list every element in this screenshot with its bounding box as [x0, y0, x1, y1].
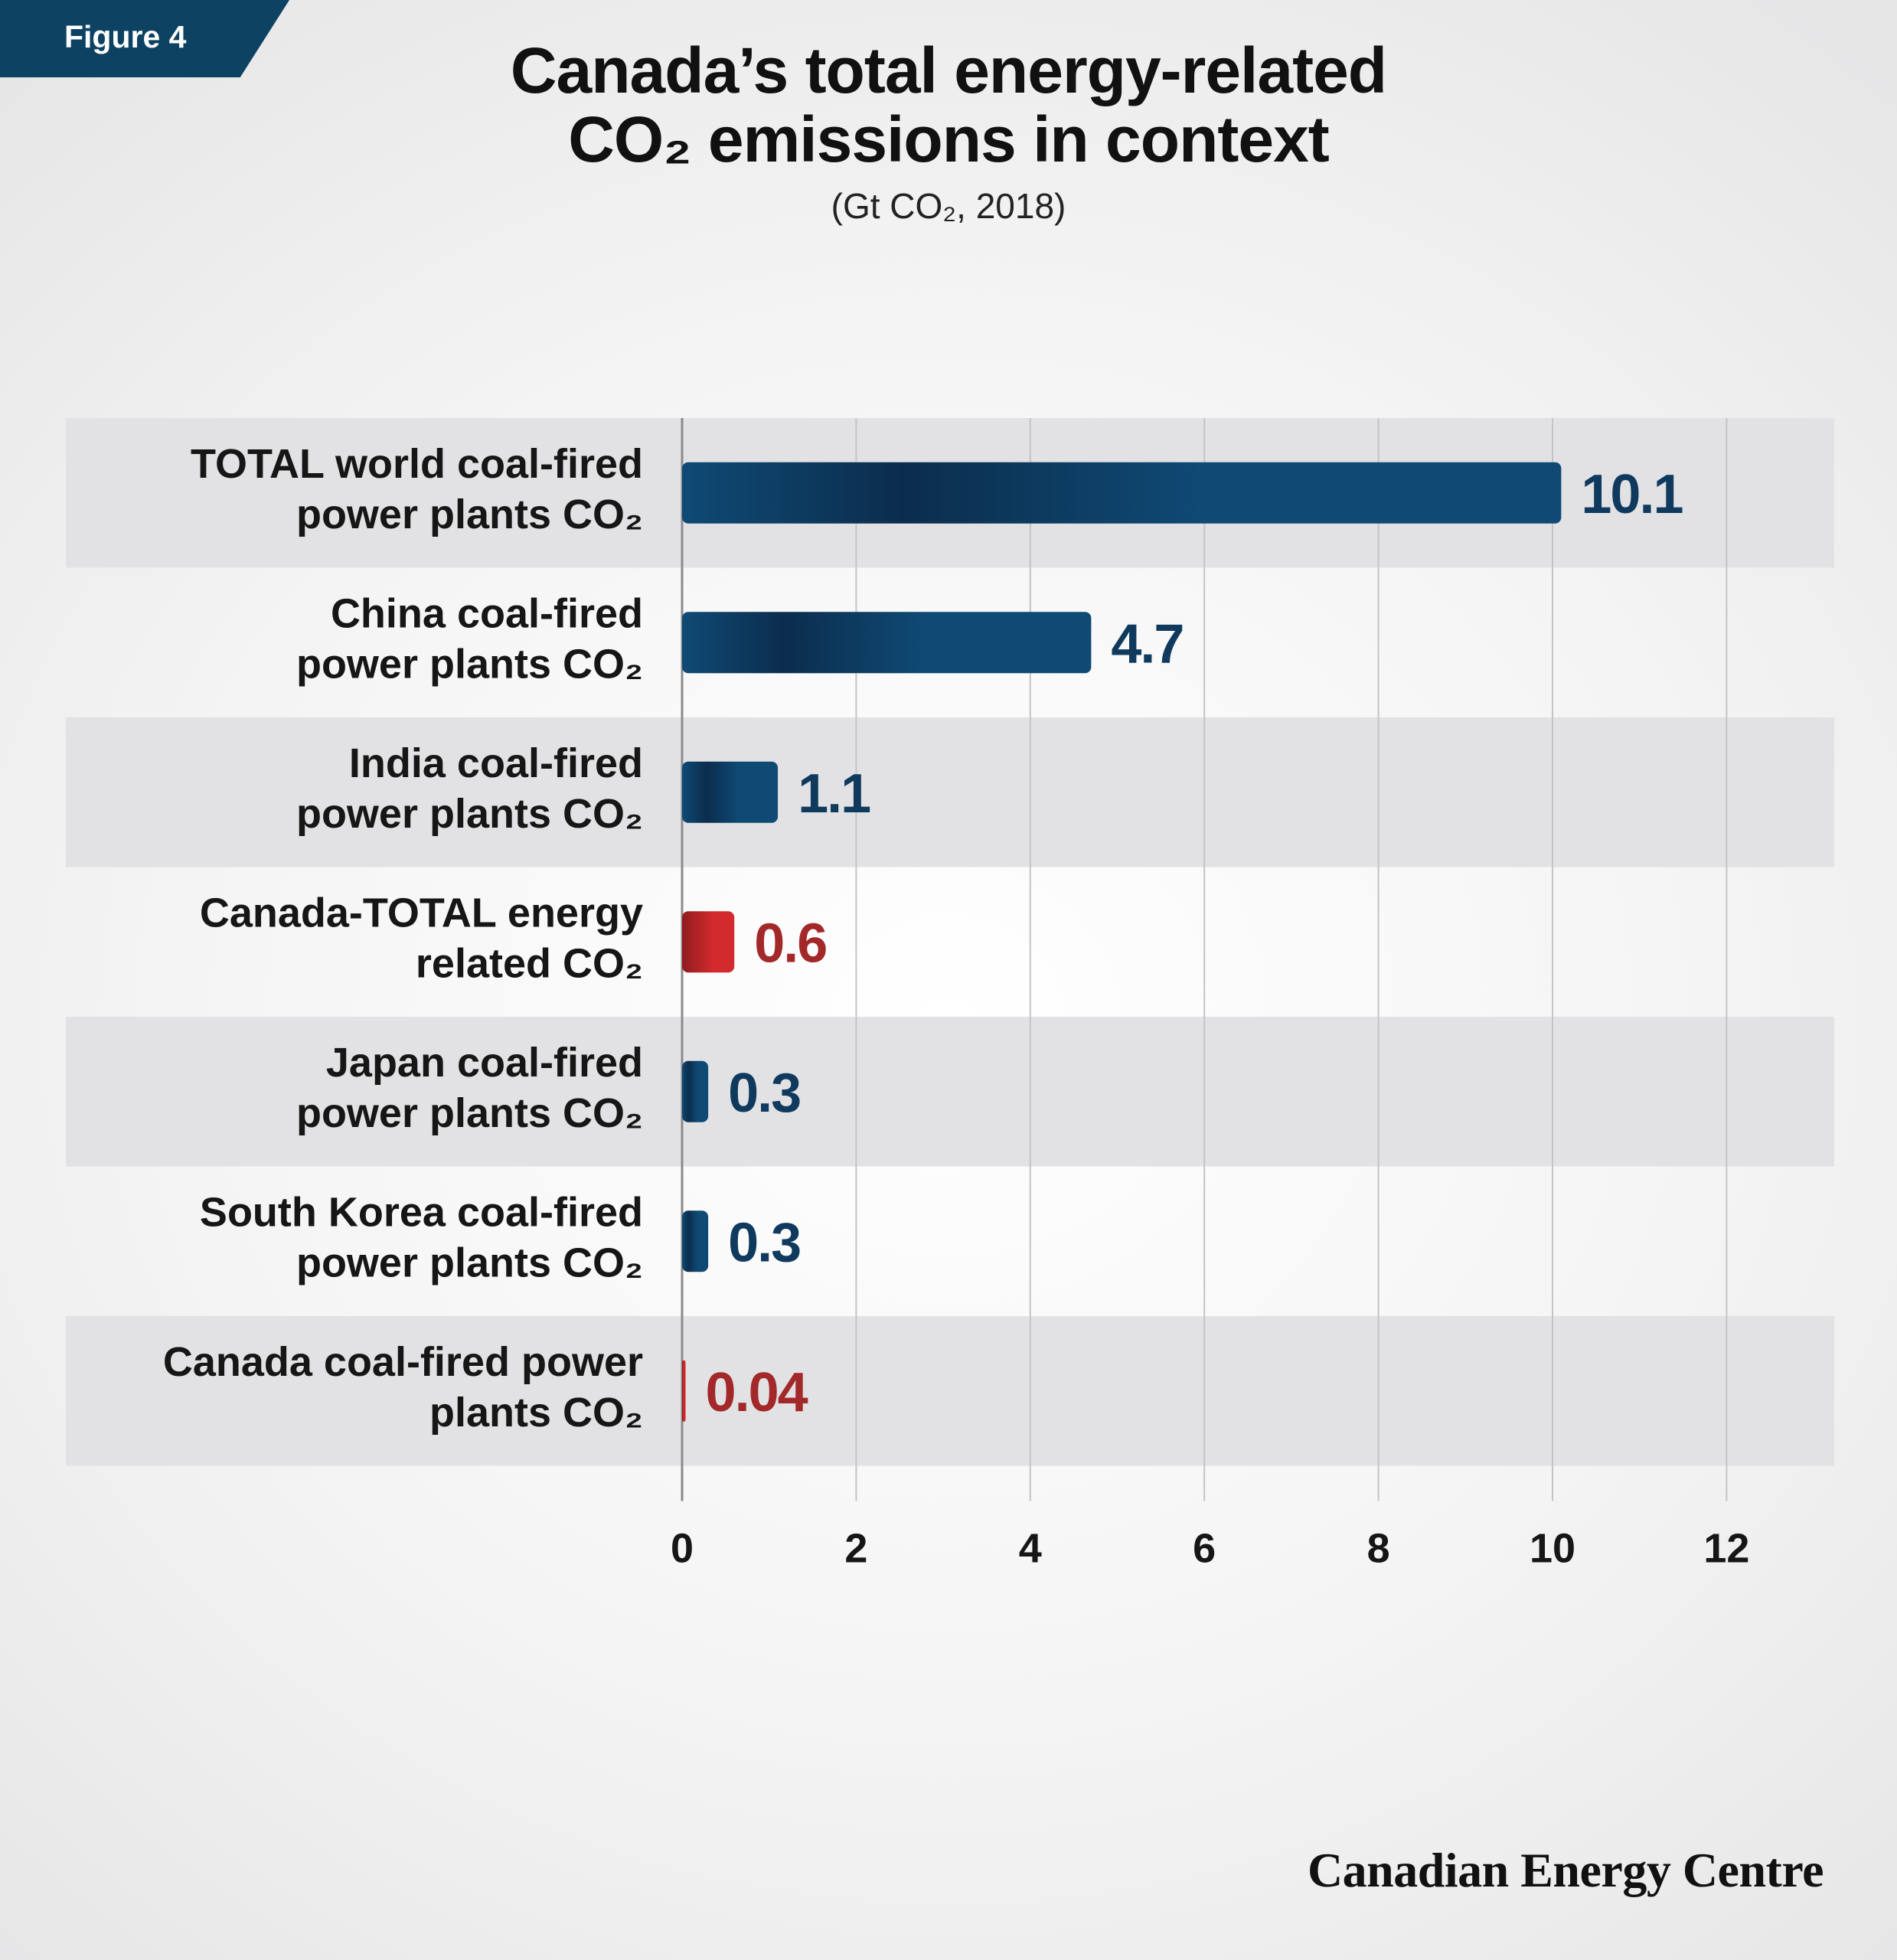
bar [682, 911, 735, 973]
chart-title-line-2: CO₂ emissions in context [568, 103, 1330, 175]
bar [682, 761, 779, 823]
value-label: 1.1 [798, 763, 870, 825]
category-label: power plants CO₂ [296, 641, 643, 687]
x-tick-label: 6 [1193, 1526, 1216, 1572]
value-label: 0.3 [728, 1063, 800, 1124]
category-label: power plants CO₂ [296, 492, 643, 537]
chart-title-line-1: Canada’s total energy-related [510, 34, 1387, 106]
bar [682, 612, 1092, 674]
category-label: Canada coal-fired power [163, 1339, 643, 1385]
chart-subtitle: (Gt CO₂, 2018) [831, 186, 1066, 226]
x-tick-label: 0 [671, 1526, 694, 1572]
value-label: 0.6 [754, 913, 826, 974]
value-label: 4.7 [1111, 613, 1183, 675]
row-band [66, 1017, 1834, 1167]
category-label: India coal-fired [349, 740, 643, 786]
value-label: 10.1 [1581, 464, 1683, 525]
value-label: 0.3 [728, 1212, 800, 1273]
brand-logo-text: Canadian Energy Centre [1307, 1843, 1824, 1897]
category-label: Canada-TOTAL energy [200, 890, 643, 936]
bar [682, 1060, 709, 1122]
bar [682, 1360, 686, 1422]
value-label: 0.04 [706, 1362, 808, 1423]
figure-label: Figure 4 [64, 19, 187, 54]
bar [682, 462, 1562, 524]
x-tick-label: 4 [1019, 1526, 1042, 1572]
category-label: power plants CO₂ [296, 1240, 643, 1285]
row-band [66, 717, 1834, 867]
category-label: power plants CO₂ [296, 1090, 643, 1136]
category-label: power plants CO₂ [296, 791, 643, 837]
category-label: Japan coal-fired [326, 1040, 643, 1086]
figure-label-tab: Figure 4 [0, 0, 289, 77]
category-label: South Korea coal-fired [200, 1189, 643, 1235]
x-tick-label: 2 [844, 1526, 867, 1572]
category-label: China coal-fired [331, 590, 643, 636]
category-label: related CO₂ [416, 940, 643, 986]
x-tick-label: 12 [1703, 1526, 1749, 1572]
x-tick-label: 8 [1367, 1526, 1390, 1572]
row-band [66, 1316, 1834, 1466]
bar [682, 1210, 709, 1272]
category-label: TOTAL world coal-fired [191, 441, 643, 487]
category-label: plants CO₂ [429, 1390, 643, 1436]
x-tick-label: 10 [1530, 1526, 1575, 1572]
